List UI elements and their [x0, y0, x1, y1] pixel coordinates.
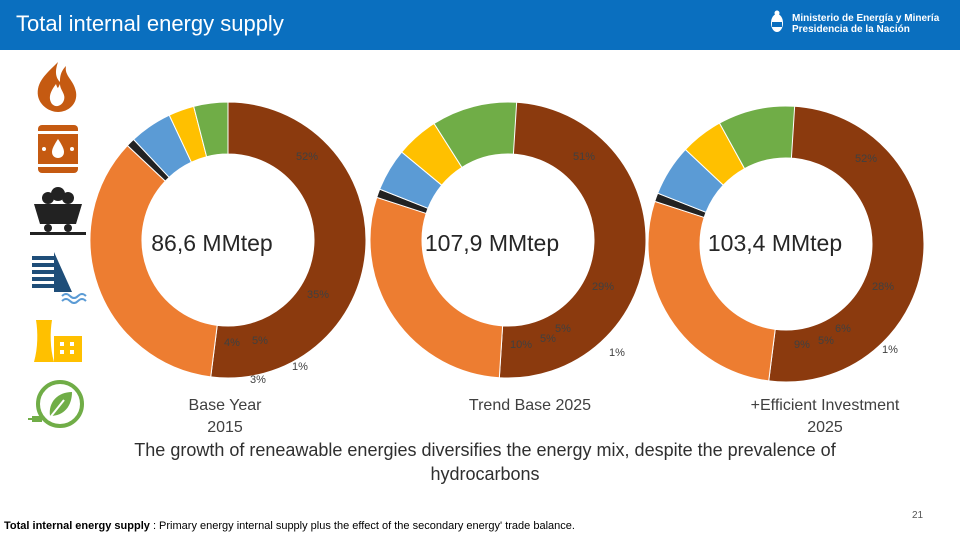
data-label-hydro: 5% [540, 333, 556, 345]
slice-renewables [433, 101, 518, 169]
hydro-dam-icon [24, 248, 92, 304]
renewable-leaf-icon [24, 376, 92, 432]
data-label-gas: 52% [855, 153, 877, 165]
slice-oil [369, 196, 504, 379]
data-label-nuclear: 5% [555, 323, 571, 335]
data-label-coal: 1% [609, 347, 625, 359]
slice-oil [89, 144, 218, 378]
data-label-gas: 52% [296, 151, 318, 163]
data-label-renewables: 10% [510, 339, 532, 351]
data-label-coal: 1% [882, 344, 898, 356]
data-label-oil: 35% [307, 289, 329, 301]
data-label-hydro: 5% [252, 335, 268, 347]
donut-hole [701, 159, 871, 329]
data-label-renewables: 4% [224, 337, 240, 349]
footnote-term: Total internal energy supply [4, 520, 150, 532]
donut-hole [423, 155, 593, 325]
data-label-oil: 29% [592, 281, 614, 293]
slice-renewables [718, 105, 796, 170]
ministry-text: Ministerio de Energía y Minería Presiden… [792, 13, 939, 35]
chart-title-line-1: Trend Base 2025 [469, 397, 591, 414]
data-label-oil: 28% [872, 281, 894, 293]
chart-title-line-2: 2015 [207, 419, 243, 436]
slice-oil [647, 200, 776, 382]
slice-gas [768, 105, 925, 383]
slice-gas [498, 101, 647, 379]
gas-flame-icon [24, 58, 92, 114]
total-label: 107,9 MMtep [425, 230, 559, 256]
donut-hole [143, 155, 313, 325]
footnote-definition: : Primary energy internal supply plus th… [149, 520, 575, 532]
slice-renewables [193, 101, 229, 158]
chart-title-line-1: +Efficient Investment [751, 397, 900, 414]
chart-base-year-2015: 52% 35% 1% 5% 3% 4% 86,6 MMtep Base Year 2015 [89, 101, 367, 436]
oil-barrel-icon [24, 121, 92, 177]
ministry-line-2: Presidencia de la Nación [792, 24, 910, 35]
chart-title-line-1: Base Year [189, 397, 263, 414]
argentina-crest-icon [771, 10, 783, 32]
data-label-gas: 51% [573, 151, 595, 163]
data-label-hydro: 6% [835, 323, 851, 335]
footnote: Total internal energy supply : Primary e… [4, 520, 575, 532]
data-label-nuclear: 5% [818, 335, 834, 347]
data-label-nuclear: 3% [250, 374, 266, 386]
coal-cart-icon [24, 184, 92, 240]
page-title: Total internal energy supply [16, 11, 284, 36]
page-number: 21 [912, 510, 924, 521]
header-bar: Total internal energy supply Ministerio … [0, 0, 960, 50]
chart-trend-base-2025: 51% 29% 1% 5%5% 10% 107,9 MMtep Trend Base 202… [369, 101, 647, 414]
data-label-coal: 1% [292, 361, 308, 373]
nuclear-plant-icon [24, 312, 92, 368]
data-label-renewables: 9% [794, 339, 810, 351]
chart-title-line-2: 2025 [807, 419, 843, 436]
chart-efficient-investment-2025: 52% 28% 1% 6%5% 9% 103,4 MMtep +Efficient Inve… [647, 105, 925, 436]
ministry-line-1: Ministerio de Energía y Minería [792, 13, 940, 24]
headline: The growth of reneawable energies divers… [134, 440, 836, 484]
total-label: 86,6 MMtep [151, 230, 272, 256]
slice-gas [210, 101, 367, 379]
total-label: 103,4 MMtep [708, 230, 842, 256]
